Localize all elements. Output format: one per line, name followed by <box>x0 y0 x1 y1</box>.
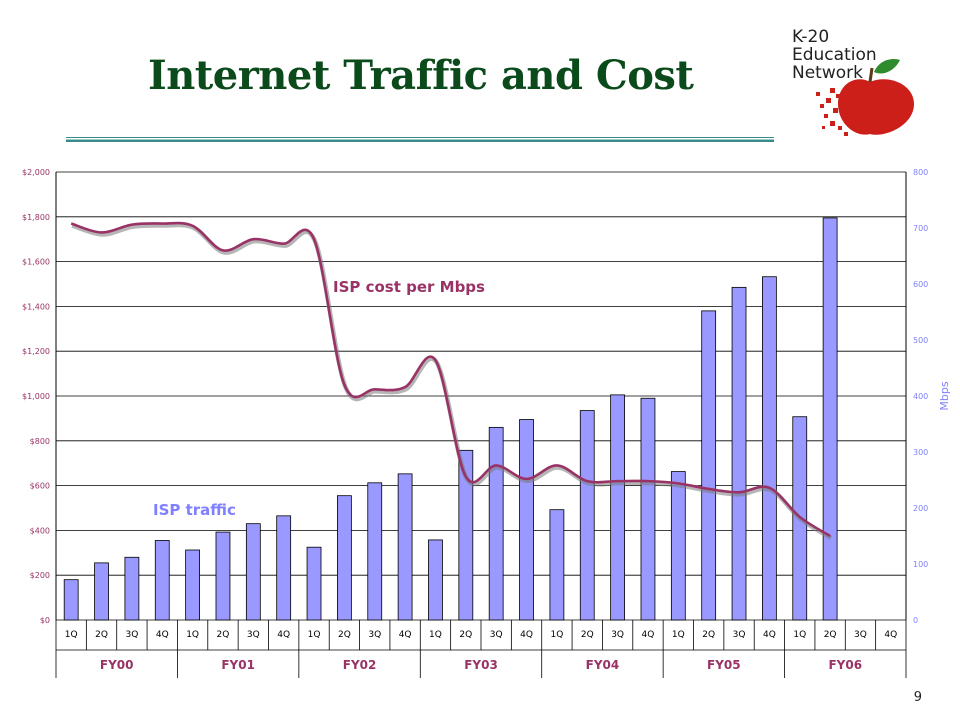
title-underline <box>66 137 774 142</box>
quarter-label: 1Q <box>550 630 563 640</box>
left-tick-label: $200 <box>30 571 50 580</box>
fiscal-year-label: FY00 <box>100 658 134 672</box>
quarter-label: 1Q <box>186 630 199 640</box>
quarter-label: 2Q <box>459 630 472 640</box>
left-tick-label: $1,200 <box>22 347 50 356</box>
right-tick-label: 700 <box>913 224 928 233</box>
traffic-bar <box>701 310 717 621</box>
traffic-bar <box>579 410 595 621</box>
quarter-label: 3Q <box>490 630 503 640</box>
logo-line3: Network <box>792 63 863 83</box>
page-number: 9 <box>913 690 922 705</box>
quarter-label: 4Q <box>884 630 897 640</box>
quarter-label: 4Q <box>399 630 412 640</box>
left-tick-label: $2,000 <box>22 168 50 177</box>
quarter-label: 4Q <box>156 630 169 640</box>
right-tick-label: 400 <box>913 392 928 401</box>
traffic-bar <box>428 539 443 621</box>
cost-line <box>70 221 831 538</box>
traffic-series-label: ISP traffic <box>153 501 236 519</box>
quarter-label: 4Q <box>520 630 533 640</box>
traffic-bar <box>610 394 625 621</box>
quarter-label: 2Q <box>95 630 108 640</box>
quarter-label: 3Q <box>368 630 381 640</box>
fiscal-year-label: FY02 <box>343 658 377 672</box>
traffic-bar <box>306 546 322 621</box>
left-tick-label: $1,000 <box>22 392 50 401</box>
quarter-label: 4Q <box>277 630 290 640</box>
quarter-label: 1Q <box>429 630 442 640</box>
quarter-label: 3Q <box>733 630 746 640</box>
right-tick-label: 200 <box>913 504 928 513</box>
traffic-bar <box>640 397 656 621</box>
right-axis-title: Mbps <box>938 381 951 410</box>
quarter-label: 2Q <box>702 630 715 640</box>
quarter-label: 1Q <box>65 630 78 640</box>
left-tick-label: $1,400 <box>22 302 50 311</box>
traffic-bar <box>94 562 109 621</box>
right-tick-label: 0 <box>913 616 918 625</box>
traffic-bar <box>458 449 474 621</box>
traffic-bar <box>337 495 352 621</box>
right-tick-label: 800 <box>913 168 928 177</box>
quarter-label: 2Q <box>338 630 351 640</box>
cost-series-label: ISP cost per Mbps <box>333 278 485 296</box>
fiscal-year-label: FY01 <box>221 658 255 672</box>
traffic-bar <box>215 531 231 621</box>
left-tick-label: $400 <box>30 526 50 535</box>
right-tick-label: 500 <box>913 336 928 345</box>
right-tick-label: 600 <box>913 280 928 289</box>
traffic-bar <box>63 579 79 621</box>
quarter-label: 2Q <box>824 630 837 640</box>
quarter-label: 1Q <box>672 630 685 640</box>
logo-line2: Education <box>792 45 877 65</box>
traffic-bar <box>397 473 413 621</box>
traffic-bar <box>245 523 261 621</box>
traffic-bar <box>185 549 200 621</box>
left-tick-label: $0 <box>40 616 50 625</box>
left-tick-label: $1,600 <box>22 258 50 267</box>
traffic-bar <box>124 556 140 621</box>
quarter-label: 2Q <box>217 630 230 640</box>
quarter-label: 1Q <box>793 630 806 640</box>
traffic-bar <box>670 471 686 621</box>
traffic-bar <box>276 515 292 621</box>
fiscal-year-label: FY04 <box>586 658 620 672</box>
traffic-bar <box>519 419 534 621</box>
traffic-bar <box>731 286 747 621</box>
right-tick-label: 300 <box>913 448 928 457</box>
quarter-label: 4Q <box>763 630 776 640</box>
quarter-label: 3Q <box>854 630 867 640</box>
quarter-label: 3Q <box>125 630 138 640</box>
quarter-label: 1Q <box>308 630 321 640</box>
left-tick-label: $1,800 <box>22 213 50 222</box>
traffic-bar <box>762 276 777 621</box>
quarter-label: 3Q <box>247 630 260 640</box>
traffic-bar <box>549 509 565 621</box>
traffic-bar <box>822 217 838 621</box>
page-title: Internet Traffic and Cost <box>148 52 694 99</box>
traffic-bar <box>154 540 170 621</box>
fiscal-year-label: FY05 <box>707 658 741 672</box>
left-tick-label: $600 <box>30 482 50 491</box>
left-tick-label: $800 <box>30 437 50 446</box>
quarter-label: 4Q <box>642 630 655 640</box>
traffic-cost-chart: $0 $200 $400 $600 $800 $1,000 $1,200 $1,400 $1,6… <box>22 168 951 678</box>
fiscal-year-label: FY06 <box>828 658 862 672</box>
quarter-label: 2Q <box>581 630 594 640</box>
quarter-label: 3Q <box>611 630 624 640</box>
traffic-bar <box>367 482 383 621</box>
apple-icon <box>816 59 914 136</box>
fiscal-year-label: FY03 <box>464 658 498 672</box>
traffic-bar <box>488 426 504 621</box>
right-tick-label: 100 <box>913 560 928 569</box>
logo-line1: K-20 <box>792 27 829 47</box>
k20-logo: K-20 Education Network <box>786 22 920 140</box>
